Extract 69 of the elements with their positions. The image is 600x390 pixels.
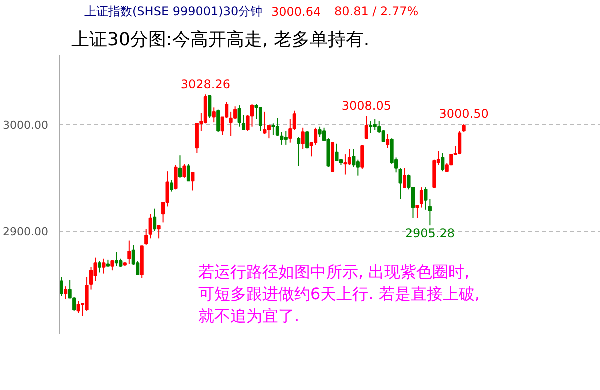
y-tick-label: 2900.00 xyxy=(3,226,49,239)
candlestick xyxy=(441,152,445,172)
candlestick xyxy=(110,260,114,272)
y-tick-label: 3000.00 xyxy=(3,119,49,132)
candlestick xyxy=(170,180,174,192)
candlestick xyxy=(373,118,377,131)
candlestick xyxy=(276,118,280,137)
candlestick xyxy=(212,107,216,124)
candlestick xyxy=(280,132,284,146)
candlestick xyxy=(234,106,238,120)
candlestick xyxy=(297,136,301,167)
candlestick xyxy=(238,105,242,128)
candlestick xyxy=(390,138,394,165)
candlestick xyxy=(182,164,186,178)
candlestick xyxy=(403,168,407,188)
annotation: 3008.05 xyxy=(342,99,392,114)
text: 3000.64 xyxy=(272,5,322,19)
candlestick xyxy=(272,123,276,136)
text: 80.81 / 2.77% xyxy=(334,4,419,18)
candlestick xyxy=(348,148,352,166)
candlestick xyxy=(98,260,102,274)
candlestick xyxy=(114,252,118,267)
candlestick xyxy=(364,116,368,140)
candlestick xyxy=(284,130,288,146)
candlestick xyxy=(428,198,432,226)
candlestick xyxy=(76,300,80,314)
chart-subtitle: 上证指数(SHSE 999001)30分钟 xyxy=(84,4,263,18)
candlestick xyxy=(144,228,148,246)
candlestick xyxy=(424,187,428,210)
candlestick xyxy=(382,130,386,142)
candlestick xyxy=(263,111,267,135)
candlestick xyxy=(229,111,233,137)
candlestick xyxy=(306,130,310,149)
candlestick xyxy=(352,148,356,168)
candlestick xyxy=(314,127,318,146)
candlestick xyxy=(157,225,161,240)
candlestick xyxy=(398,168,402,200)
candlestick xyxy=(60,276,64,297)
candlestick xyxy=(90,266,94,290)
candlestick xyxy=(242,114,246,131)
annotation: 2905.28 xyxy=(405,226,456,241)
candlestick xyxy=(186,164,190,182)
candlestick xyxy=(301,127,305,150)
candlestick xyxy=(420,187,424,208)
candlestick xyxy=(174,164,178,190)
candlestick xyxy=(250,104,254,128)
annotation: 3028.26 xyxy=(180,78,230,92)
candlestick xyxy=(178,155,182,178)
candlestick xyxy=(128,240,132,265)
candlestick xyxy=(191,172,195,192)
candlestick xyxy=(335,143,339,162)
candlestick xyxy=(267,125,271,140)
annotation: 3000.50 xyxy=(439,107,489,122)
candlestick xyxy=(360,146,364,170)
candlestick xyxy=(356,159,360,176)
chart-title: 上证30分图:今高开高走, 老多单持有. xyxy=(72,30,370,50)
candlestick xyxy=(386,134,390,149)
candlestick xyxy=(318,126,322,138)
candlestick xyxy=(102,258,106,274)
candlestick xyxy=(458,130,462,156)
candlestick xyxy=(148,214,152,240)
candlestick xyxy=(216,109,220,133)
candlestick xyxy=(344,154,348,176)
candlestick xyxy=(258,107,263,132)
candlestick xyxy=(64,286,68,300)
candlestick xyxy=(369,121,373,134)
candlestick xyxy=(153,208,157,232)
candlestick xyxy=(208,95,212,119)
annotation: 若运行路径如图中所示, 出现紫色圈时, 可短多跟进做约6天上行. 若是直接上破, 就不追为宜了. xyxy=(198,262,480,326)
